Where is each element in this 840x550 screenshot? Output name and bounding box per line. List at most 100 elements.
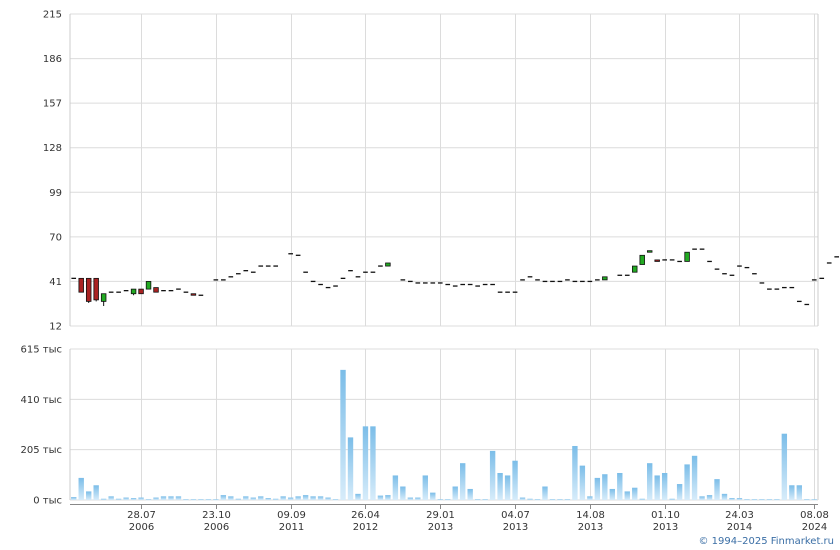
volume-bar bbox=[706, 495, 713, 500]
volume-bar bbox=[714, 479, 720, 500]
volume-bar bbox=[108, 496, 114, 500]
x-tick-label-year: 2013 bbox=[503, 522, 528, 533]
x-axis: 28.07200623.10200609.09201126.04201229.0… bbox=[70, 504, 829, 533]
copyright-link[interactable]: © 1994–2025 Finmarket.ru bbox=[698, 536, 834, 547]
volume-bar bbox=[228, 496, 234, 500]
price-y-tick-label: 99 bbox=[49, 188, 62, 199]
candle bbox=[684, 251, 690, 262]
volume-grid bbox=[69, 348, 819, 501]
candle-body bbox=[385, 262, 391, 267]
volume-bar bbox=[347, 437, 354, 500]
volume-bar bbox=[287, 497, 294, 500]
volume-bar bbox=[445, 499, 451, 501]
candle-body bbox=[684, 251, 690, 262]
volume-bar bbox=[362, 426, 369, 500]
candle bbox=[602, 276, 608, 281]
x-tick-label-date: 29.01 bbox=[426, 510, 455, 521]
x-tick-label-date: 14.08 bbox=[576, 510, 605, 521]
candle-body bbox=[100, 293, 107, 302]
volume-bar bbox=[474, 499, 481, 501]
candle bbox=[190, 293, 197, 296]
candle bbox=[646, 250, 653, 253]
volume-bar bbox=[512, 460, 518, 500]
x-tick-label-date: 04.07 bbox=[501, 510, 530, 521]
x-tick-label-year: 2013 bbox=[578, 522, 603, 533]
volume-bar bbox=[400, 486, 406, 500]
price-y-tick-label: 41 bbox=[49, 277, 62, 288]
volume-bar bbox=[594, 477, 601, 500]
x-tick-label-year: 2024 bbox=[802, 522, 827, 533]
x-tick-label-date: 26.04 bbox=[351, 510, 380, 521]
volume-bar bbox=[332, 499, 339, 501]
price-y-axis-labels: 12 41 70 99 128 157 186 215 bbox=[43, 10, 62, 333]
volume-bar bbox=[774, 499, 780, 501]
volume-bar bbox=[482, 499, 488, 501]
candle-body bbox=[138, 288, 144, 295]
volume-bar bbox=[190, 499, 197, 501]
volume-bar bbox=[534, 499, 541, 501]
volume-bar bbox=[572, 445, 578, 500]
volume-bar bbox=[370, 426, 376, 500]
volume-bar bbox=[639, 498, 645, 500]
candle bbox=[85, 277, 92, 303]
volume-bar bbox=[317, 496, 324, 500]
volume-bar bbox=[145, 499, 152, 501]
volume-bar bbox=[392, 475, 399, 500]
volume-bar bbox=[71, 497, 77, 500]
volume-bar bbox=[310, 496, 316, 500]
candle bbox=[138, 288, 144, 295]
volume-bar bbox=[250, 497, 256, 500]
volume-bar bbox=[258, 496, 264, 500]
volume-bar bbox=[781, 433, 788, 500]
volume-bar bbox=[355, 493, 361, 500]
candle-body bbox=[639, 254, 645, 265]
volume-bar bbox=[804, 499, 810, 501]
volume-bar bbox=[138, 497, 144, 500]
volume-bar bbox=[624, 491, 630, 500]
price-y-tick-label: 157 bbox=[43, 99, 62, 110]
volume-y-tick-label: 410 тыс bbox=[21, 395, 62, 406]
candle bbox=[78, 277, 84, 293]
volume-bar bbox=[661, 472, 668, 500]
volume-bar bbox=[78, 477, 84, 500]
volume-bar bbox=[205, 499, 212, 501]
volume-bar bbox=[280, 496, 286, 500]
volume-bar bbox=[198, 499, 204, 501]
volume-bar bbox=[691, 455, 698, 500]
volume-bars bbox=[71, 369, 817, 501]
volume-bar bbox=[647, 463, 653, 500]
candle bbox=[654, 259, 660, 262]
volume-bar bbox=[497, 472, 503, 500]
volume-y-tick-label: 205 тыс bbox=[21, 445, 62, 456]
volume-bar bbox=[789, 485, 795, 500]
candle-body bbox=[130, 288, 137, 295]
volume-bar bbox=[377, 495, 384, 500]
candle-body bbox=[153, 287, 159, 293]
volume-bar bbox=[86, 491, 92, 500]
volume-bar bbox=[130, 498, 137, 500]
volume-bar bbox=[160, 496, 167, 500]
price-y-tick-label: 70 bbox=[49, 232, 62, 243]
volume-bar bbox=[385, 495, 391, 500]
volume-bar bbox=[452, 486, 458, 500]
candle-body bbox=[654, 259, 660, 262]
volume-bar bbox=[489, 450, 496, 500]
x-tick-label-year: 2013 bbox=[428, 522, 453, 533]
volume-bar bbox=[729, 498, 735, 500]
volume-bar bbox=[460, 463, 466, 500]
candle bbox=[639, 254, 645, 265]
volume-bar bbox=[243, 496, 249, 500]
volume-bar bbox=[751, 499, 758, 501]
x-tick-label-date: 24.03 bbox=[725, 510, 754, 521]
volume-bar bbox=[699, 496, 705, 500]
volume-bar bbox=[437, 499, 443, 501]
volume-bar bbox=[557, 499, 563, 501]
volume-bar bbox=[579, 465, 586, 500]
volume-bar bbox=[744, 499, 750, 501]
volume-bar bbox=[759, 499, 765, 501]
volume-bar bbox=[340, 369, 346, 500]
x-tick-label-year: 2014 bbox=[727, 522, 752, 533]
volume-bar bbox=[93, 485, 99, 500]
candle bbox=[385, 262, 391, 267]
